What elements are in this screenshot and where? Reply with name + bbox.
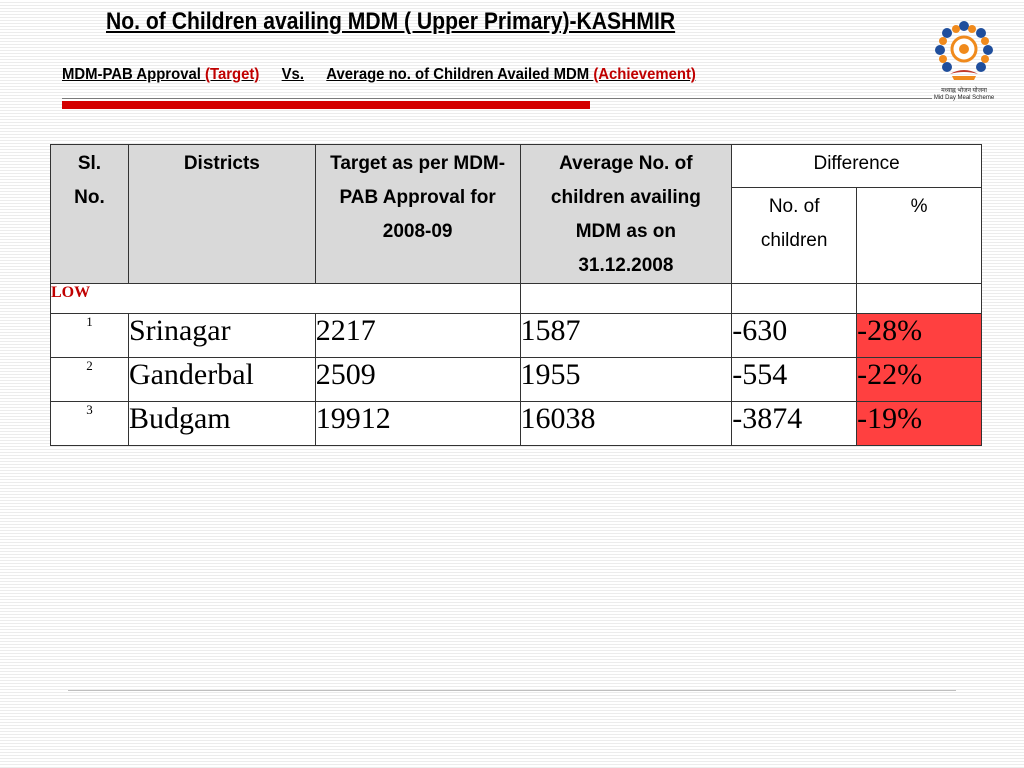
row-district: Ganderbal xyxy=(127,357,316,402)
table-row: 1 Srinagar 2217 1587 -630 -28% xyxy=(50,313,982,358)
row-percent: -28% xyxy=(856,313,982,358)
footer-divider xyxy=(68,690,956,691)
row-average: 16038 xyxy=(519,401,733,446)
header-percent: % xyxy=(856,186,982,285)
empty-cell xyxy=(519,283,733,314)
header-target: Target as per MDM-PAB Approval for 2008-… xyxy=(314,144,521,284)
row-percent: -22% xyxy=(856,357,982,402)
mdm-logo xyxy=(928,16,1000,106)
row-target: 2509 xyxy=(314,357,521,402)
logo-caption-hindi: मध्याह्न भोजन योजना xyxy=(941,88,987,94)
subtitle-vs: Vs. xyxy=(281,66,304,83)
empty-cell xyxy=(731,283,858,314)
row-sl-no: 1 xyxy=(50,313,129,358)
row-sl-no: 3 xyxy=(50,401,129,446)
row-sl-no: 2 xyxy=(50,357,129,402)
row-target: 2217 xyxy=(314,313,521,358)
empty-cell xyxy=(856,283,982,314)
row-difference: -630 xyxy=(731,313,858,358)
header-accent-bar xyxy=(62,101,590,109)
logo-caption-english: Mid Day Meal Scheme xyxy=(933,95,995,101)
group-row-low: LOW xyxy=(50,283,982,314)
row-difference: -554 xyxy=(731,357,858,402)
header-divider xyxy=(62,98,932,99)
page-subtitle: MDM-PAB Approval (Target) Vs. Average no. … xyxy=(62,66,862,84)
table-row: 3 Budgam 19912 16038 -3874 -19% xyxy=(50,401,982,446)
subtitle-average: Average no. of Children Availed MDM xyxy=(326,66,594,83)
row-percent: -19% xyxy=(856,401,982,446)
group-label-low: LOW xyxy=(50,283,521,314)
header-difference: Difference xyxy=(731,144,982,188)
page-title: No. of Children availing MDM ( Upper Pri… xyxy=(106,8,676,35)
table-row: 2 Ganderbal 2509 1955 -554 -22% xyxy=(50,357,982,402)
row-district: Srinagar xyxy=(127,313,316,358)
row-difference: -3874 xyxy=(731,401,858,446)
row-average: 1955 xyxy=(519,357,733,402)
subtitle-approval: MDM-PAB Approval xyxy=(62,66,206,83)
subtitle-achievement: (Achievement) xyxy=(593,66,696,83)
header-average: Average No. of children availing MDM as … xyxy=(519,144,733,284)
row-average: 1587 xyxy=(519,313,733,358)
header-districts: Districts xyxy=(127,144,316,284)
row-target: 19912 xyxy=(314,401,521,446)
mdm-data-table: Sl. No. Districts Target as per MDM-PAB … xyxy=(50,144,982,446)
subtitle-target: (Target) xyxy=(205,66,260,83)
header-sl-no: Sl. No. xyxy=(50,144,129,284)
logo-caption: मध्याह्न भोजन योजना Mid Day Meal Scheme xyxy=(928,88,1000,102)
row-district: Budgam xyxy=(127,401,316,446)
header-no-of-children: No. of children xyxy=(731,186,858,285)
